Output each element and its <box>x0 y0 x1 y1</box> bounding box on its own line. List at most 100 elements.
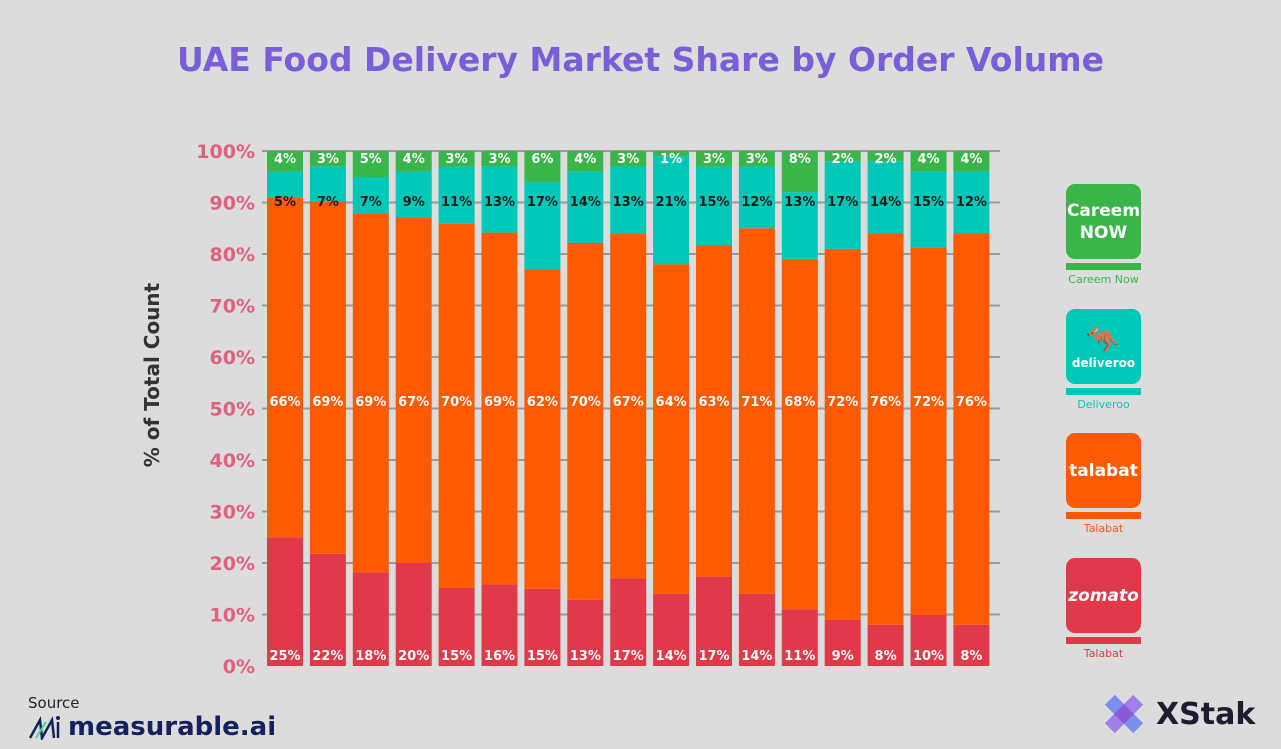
bar-segment-talabat <box>438 223 475 588</box>
data-label: 2% <box>875 152 897 167</box>
data-label: 25% <box>269 649 300 664</box>
legend-label: Talabat <box>1083 647 1124 660</box>
bar-segment-deliveroo <box>653 156 690 265</box>
xstak-logo: XStak <box>1098 688 1255 740</box>
data-label: 21% <box>656 195 687 210</box>
bar-segment-talabat <box>824 619 861 666</box>
y-tick-label: 80% <box>210 244 255 266</box>
y-tick-label: 50% <box>210 399 255 421</box>
data-label: 14% <box>570 195 601 210</box>
data-label: 13% <box>570 649 601 664</box>
data-label: 4% <box>574 152 596 167</box>
legend-careem-now: Careem NOW Careem Now <box>1066 184 1141 286</box>
bar-segment-talabat <box>910 615 947 666</box>
legend-label: Deliveroo <box>1077 398 1130 411</box>
measurable-ai-logo: measurable.ai <box>28 712 276 742</box>
data-label: 17% <box>613 649 644 664</box>
legend-talabat: talabat Talabat <box>1066 433 1141 535</box>
data-label: 22% <box>312 649 343 664</box>
data-label: 11% <box>784 649 815 664</box>
source-label: Source <box>28 694 80 712</box>
bar-segment-talabat <box>867 233 904 625</box>
data-label: 3% <box>317 152 339 167</box>
data-label: 72% <box>827 395 858 410</box>
data-label: 62% <box>527 395 558 410</box>
legend-label: Talabat <box>1083 522 1124 535</box>
data-label: 66% <box>269 395 300 410</box>
bar-segment-careem-now <box>610 151 647 167</box>
bar-segment-talabat <box>910 247 947 616</box>
data-label: 69% <box>484 395 515 410</box>
data-label: 9% <box>403 195 425 210</box>
y-tick-label: 20% <box>210 553 255 575</box>
data-label: 71% <box>741 395 772 410</box>
y-tick-label: 10% <box>210 605 255 627</box>
data-label: 13% <box>613 195 644 210</box>
talabat-logo: talabat <box>1066 433 1141 508</box>
data-label: 3% <box>446 152 468 167</box>
y-tick-label: 0% <box>223 656 255 678</box>
bar-segment-talabat <box>481 584 518 666</box>
data-label: 3% <box>617 152 639 167</box>
bar-segment-talabat <box>395 563 432 666</box>
bar-segment-deliveroo <box>824 161 861 249</box>
legend-deliveroo: 🦘 deliveroo Deliveroo <box>1066 309 1141 411</box>
bar-segment-deliveroo <box>352 177 389 214</box>
data-label: 15% <box>441 649 472 664</box>
bar-segment-talabat <box>267 197 303 538</box>
data-label: 8% <box>960 649 982 664</box>
data-label: 68% <box>784 395 815 410</box>
data-label: 3% <box>488 152 510 167</box>
y-tick-label: 70% <box>210 296 255 318</box>
bar-segment-careem-now <box>738 151 775 167</box>
data-label: 11% <box>441 195 472 210</box>
data-label: 4% <box>960 152 982 167</box>
bar-segment-talabat <box>653 264 690 594</box>
y-tick-label: 90% <box>210 193 255 215</box>
data-label: 14% <box>656 649 687 664</box>
bar-segment-deliveroo <box>481 166 518 233</box>
bar-segment-careem-now <box>438 151 475 167</box>
careem-now-logo: Careem NOW <box>1066 184 1141 259</box>
y-tick-label: 40% <box>210 450 255 472</box>
zomato-logo: zomato <box>1066 558 1141 633</box>
bar-segment-talabat <box>610 578 647 666</box>
bar-segment-talabat <box>738 228 775 594</box>
bar-segment-careem-now <box>824 151 861 162</box>
bar-segment-careem-now <box>567 151 604 172</box>
y-tick-label: 100% <box>196 141 255 163</box>
bar-segment-careem-now <box>953 151 990 172</box>
data-label: 70% <box>441 395 472 410</box>
bar-segment-talabat <box>953 233 990 625</box>
y-tick-label: 60% <box>210 347 255 369</box>
data-label: 63% <box>698 395 729 410</box>
bar-segment-talabat <box>438 587 475 666</box>
data-label: 76% <box>870 395 901 410</box>
data-label: 8% <box>875 649 897 664</box>
data-label: 8% <box>789 152 811 167</box>
bar-segment-talabat <box>824 248 861 620</box>
data-label: 20% <box>398 649 429 664</box>
data-label: 64% <box>656 395 687 410</box>
data-label: 4% <box>403 152 425 167</box>
bar-segment-deliveroo <box>738 166 775 229</box>
data-label: 18% <box>355 649 386 664</box>
data-label: 10% <box>913 649 944 664</box>
bar-segment-talabat <box>610 233 647 579</box>
bar-segment-deliveroo <box>910 171 947 248</box>
bar-segment-deliveroo <box>267 171 303 198</box>
data-label: 17% <box>698 649 729 664</box>
data-label: 12% <box>741 195 772 210</box>
bar-segment-talabat <box>781 259 818 610</box>
data-label: 16% <box>484 649 515 664</box>
bar-segment-deliveroo <box>438 166 475 224</box>
data-label: 1% <box>660 152 682 167</box>
bar-segment-deliveroo <box>309 166 346 202</box>
data-label: 72% <box>913 395 944 410</box>
bar-segment-talabat <box>267 537 303 666</box>
bar-segment-talabat <box>309 553 346 666</box>
bar-segment-talabat <box>309 201 346 554</box>
data-label: 4% <box>917 152 939 167</box>
data-label: 69% <box>355 395 386 410</box>
bar-segment-talabat <box>352 213 389 573</box>
